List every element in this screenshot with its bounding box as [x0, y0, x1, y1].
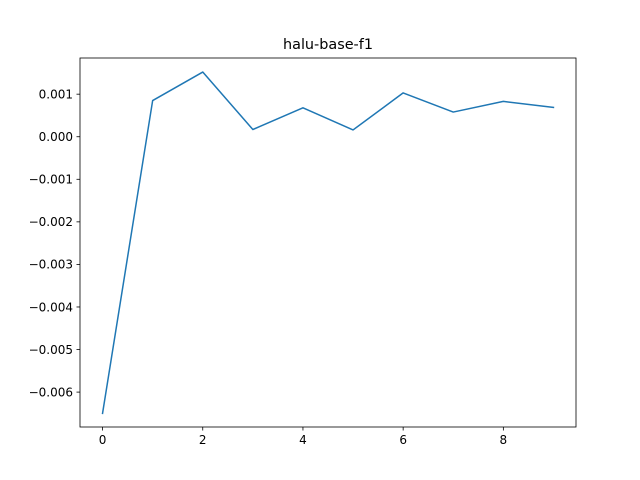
y-tick-label: −0.004: [29, 300, 73, 314]
x-tick-label: 0: [99, 433, 107, 447]
x-tick-label: 6: [399, 433, 407, 447]
y-tick-label: −0.003: [29, 258, 73, 272]
axes-frame: [79, 57, 577, 428]
y-tick-label: 0.001: [39, 87, 73, 101]
y-tick-label: −0.006: [29, 385, 73, 399]
x-tick-label: 4: [299, 433, 307, 447]
x-tick-label: 2: [199, 433, 207, 447]
y-tick-label: −0.005: [29, 343, 73, 357]
y-tick-label: −0.002: [29, 215, 73, 229]
axes: 0 2 4 6 8 −0.006 −0.005 −0.004 −0.003 −0.002 −0.00…: [29, 57, 577, 447]
x-tick-label: 8: [500, 433, 508, 447]
series-line-0: [101, 71, 555, 415]
plot-area: [101, 71, 555, 415]
y-tick-label: 0.000: [39, 130, 73, 144]
y-tick-label: −0.001: [29, 173, 73, 187]
chart-title: halu-base-f1: [283, 37, 373, 53]
